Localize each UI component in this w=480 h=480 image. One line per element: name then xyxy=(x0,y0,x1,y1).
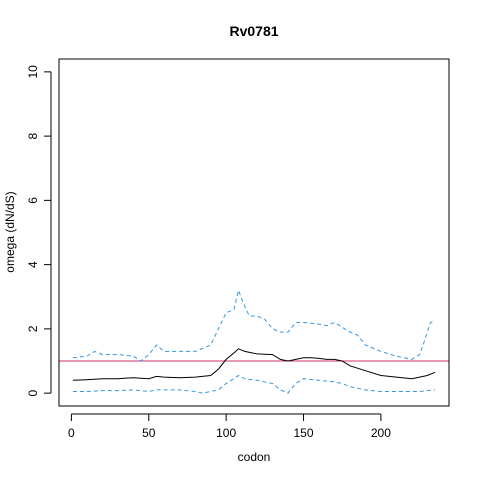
plot-frame xyxy=(58,58,450,407)
x-axis-label: codon xyxy=(238,450,271,464)
y-axis: 0 2 4 6 8 10 xyxy=(26,65,52,396)
y-tick-label: 2 xyxy=(26,325,40,332)
y-tick-label: 0 xyxy=(26,389,40,396)
series-line-upper-bound xyxy=(72,288,436,362)
plot-area xyxy=(59,288,449,394)
y-tick-label: 4 xyxy=(26,261,40,268)
x-tick-label: 150 xyxy=(294,426,314,440)
series-line-lower-bound xyxy=(72,374,436,394)
x-tick-label: 200 xyxy=(371,426,391,440)
y-tick-label: 8 xyxy=(26,132,40,139)
y-tick-label: 6 xyxy=(26,197,40,204)
x-tick-label: 100 xyxy=(216,426,236,440)
x-tick-label: 0 xyxy=(68,426,75,440)
y-axis-label: omega (dN/dS) xyxy=(3,191,17,272)
x-axis: 0 50 100 150 200 xyxy=(68,413,391,440)
chart-title: Rv0781 xyxy=(229,23,278,39)
series-line-estimate xyxy=(72,348,436,381)
x-tick-label: 50 xyxy=(142,426,156,440)
y-tick-label: 10 xyxy=(26,65,40,79)
